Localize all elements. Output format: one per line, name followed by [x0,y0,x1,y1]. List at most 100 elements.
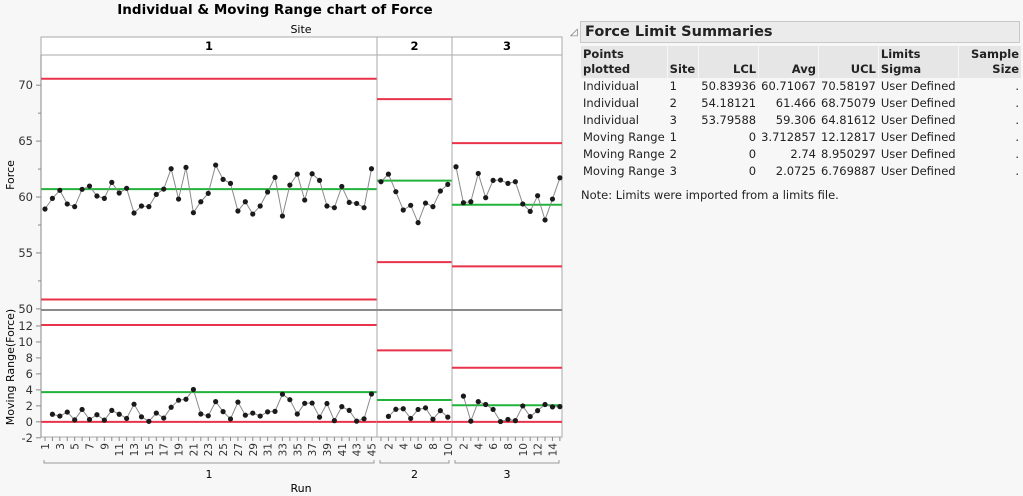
individual-point [385,171,392,177]
individual-point [101,195,107,201]
individual-point [505,180,511,186]
individual-point [42,206,48,212]
x-tick-label: 4 [473,443,485,450]
x-tick-label: 3 [55,443,67,450]
cell-avg: 3.712857 [761,130,816,144]
individual-point [557,175,563,181]
group-bracket [454,460,560,464]
y-tick-label: 70 [18,78,33,92]
cell-site: 3 [669,164,677,178]
mr-point [542,401,548,408]
x-tick-label: 19 [174,443,186,456]
mr-point [415,406,421,413]
cell-lcl: 50.83936 [701,79,757,93]
cell-n: . [1015,147,1019,161]
individual-point [309,171,315,177]
mr-point [400,406,406,412]
individual-point [242,199,248,205]
individual-point [109,179,115,185]
header-sample-size: Sample Size [958,46,1021,78]
table-row: Individual 1 50.83936 60.71067 70.58197 User … [581,78,1021,95]
mr-point [460,393,467,399]
individual-point [393,189,399,195]
mr-point [393,406,399,412]
mr-point [227,416,234,422]
cell-site: 2 [669,147,677,161]
y-tick-label: 12 [18,319,33,333]
mr-point [483,401,489,408]
cell-ucl: 70.58197 [821,79,876,93]
x-tick-label: 2 [383,443,395,450]
individual-point [131,210,137,216]
individual-point [368,166,375,172]
individual-point [316,177,323,183]
mr-point [520,403,526,409]
cell-n: . [1015,164,1019,178]
individual-point [520,201,526,207]
individual-point [430,204,436,210]
cell-ucl: 6.769887 [821,164,876,178]
mr-point [497,418,504,425]
mr-point [430,416,436,422]
x-tick-label: 9 [99,443,111,450]
individual-point [265,189,271,195]
individual-connector [380,173,449,224]
cell-site: 2 [669,96,677,110]
mr-point [220,409,226,415]
mr-point [339,404,345,410]
mr-point [153,410,159,416]
individual-point [272,174,278,180]
individual-point [468,199,474,205]
cell-lcl: 0 [748,147,757,161]
mr-point [168,404,174,410]
group-bracket [379,460,450,464]
individual-point [124,185,130,191]
chart-title: Individual & Moving Range chart of Force [117,2,432,18]
cell-site: 1 [669,130,677,144]
mr-point [272,408,278,414]
plot-background [41,37,562,437]
mr-point [505,416,511,423]
mr-point [346,407,352,414]
individual-point [227,180,234,186]
individual-point [408,202,414,208]
y-tick-label: 2 [26,399,33,413]
limits-note: Note: Limits were imported from a limits… [581,188,839,202]
x-tick-label: 33 [277,443,289,456]
cell-avg: 60.71067 [761,79,816,93]
y-tick-label: 65 [18,134,33,148]
disclosure-triangle-icon[interactable]: ◿ [570,27,578,38]
individual-point [161,186,167,192]
mr-point [124,415,130,422]
mr-point [205,413,211,419]
cell-sigma: User Defined [880,79,956,93]
x-tick-label: 4 [398,443,410,450]
individual-point [497,177,504,183]
individual-point [205,190,211,196]
individual-point [549,196,556,202]
individual-point [460,200,467,206]
cell-sigma: User Defined [880,164,956,178]
x-tick-label: 23 [203,443,215,456]
site-header-label: 3 [503,39,511,53]
cell-avg: 61.466 [775,96,816,110]
cell-ucl: 68.75079 [821,96,876,110]
cell-lcl: 0 [748,130,757,144]
cell-points: Moving Range [583,164,665,178]
individual-point [72,204,78,210]
individual-point [64,201,70,207]
x-tick-label: 6 [413,443,425,450]
group-label: Site [290,23,311,36]
individual-point [57,187,63,193]
individual-point [354,200,360,207]
mr-point [512,418,518,424]
mr-point [527,413,533,420]
individual-point [183,164,189,171]
mr-point [331,418,337,424]
cell-points: Individual [583,79,640,93]
individual-point [153,191,159,197]
mr-point [265,409,271,415]
x-tick-label: 39 [322,443,334,456]
mr-point [257,413,263,419]
x-tick-label: 25 [218,443,230,456]
